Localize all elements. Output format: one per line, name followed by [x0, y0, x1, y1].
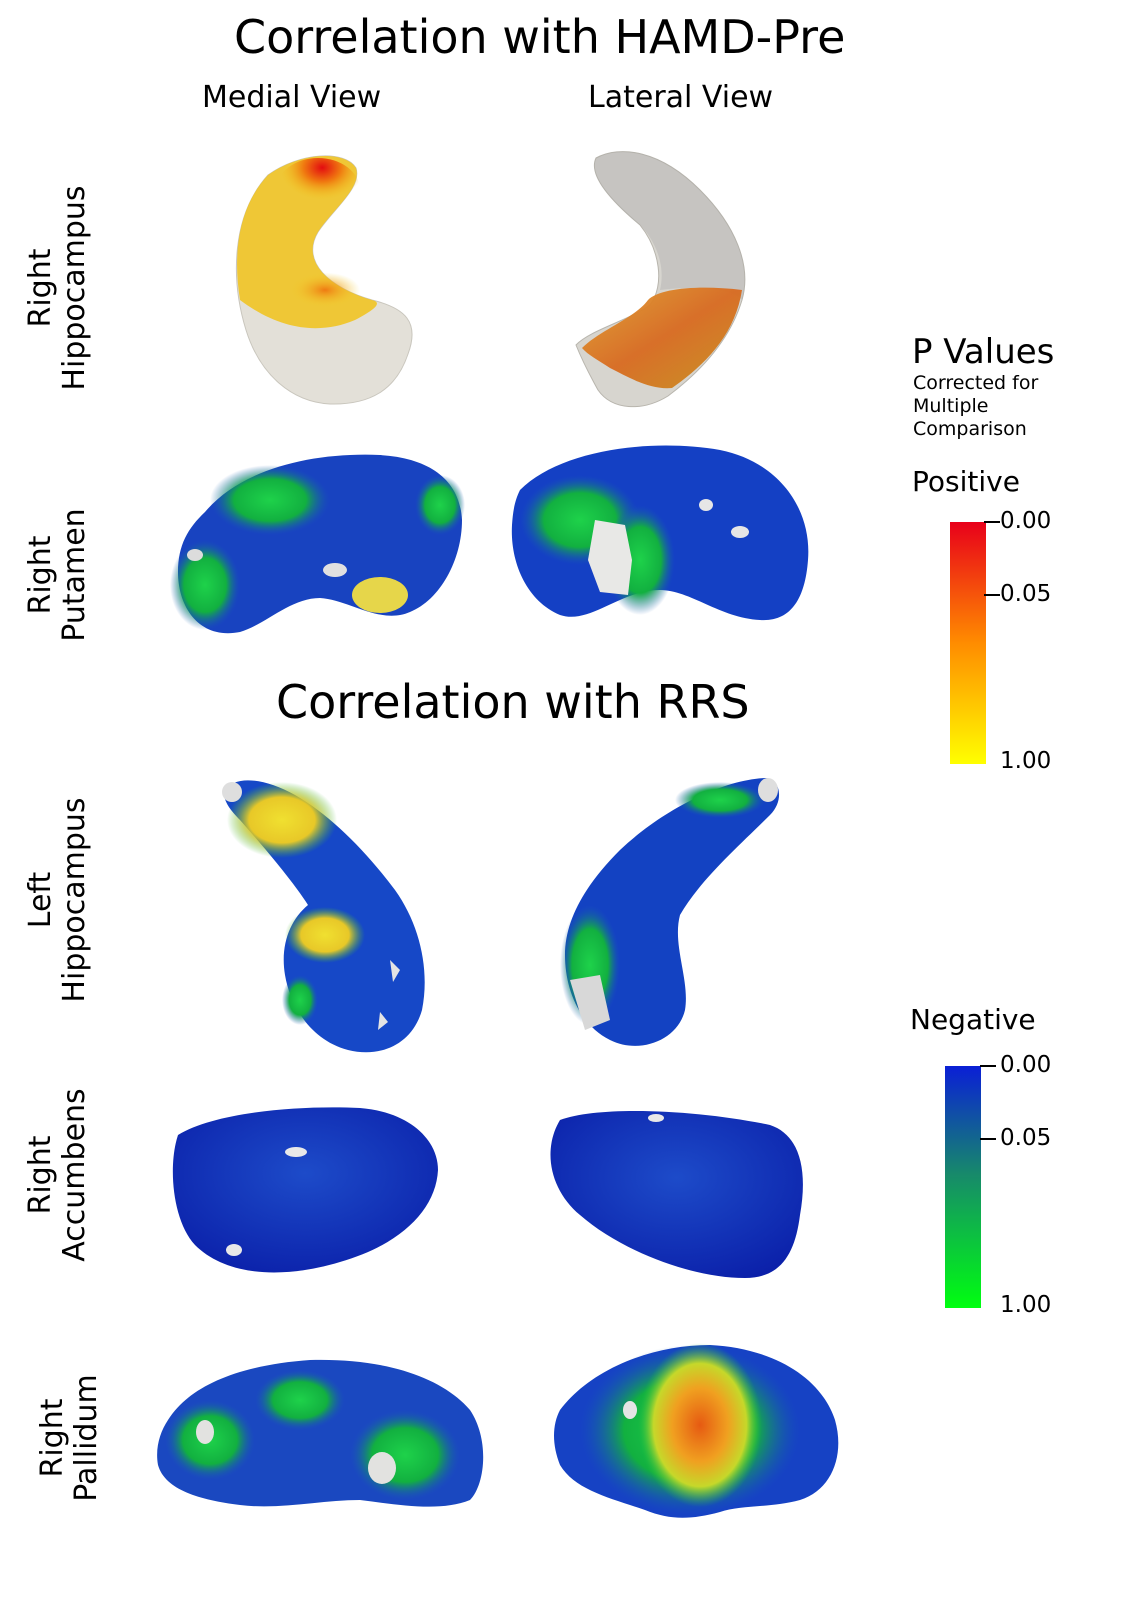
right-pallidum-lateral — [554, 1343, 839, 1518]
colorbar-positive-tick-label: 1.00 — [1000, 748, 1052, 774]
lateral-view-label: Lateral View — [588, 80, 774, 115]
legend-positive-label: Positive — [912, 465, 1020, 498]
right-putamen-lateral — [511, 445, 809, 621]
colorbar-positive — [950, 522, 986, 764]
colorbar-negative-tick-label: 0.00 — [1000, 1052, 1052, 1078]
legend-subtitle-line: Comparison — [913, 418, 1027, 440]
colorbar-positive-tick — [984, 521, 1000, 523]
legend-negative-label: Negative — [910, 1003, 1036, 1036]
right-accumbens-lateral — [550, 1110, 803, 1278]
right-hippocampus-lateral — [575, 151, 746, 408]
colorbar-positive-tick — [984, 594, 1000, 596]
colorbar-positive-tick-label: 0.05 — [1000, 581, 1052, 607]
legend-subtitle: Corrected for Multiple Comparison — [913, 372, 1038, 441]
colorbar-negative-tick — [980, 1065, 996, 1067]
left-hippocampus-lateral — [560, 778, 780, 1046]
right-putamen-medial — [170, 454, 465, 634]
legend-subtitle-line: Multiple — [913, 395, 989, 417]
colorbar-positive-tick-label: 0.00 — [1000, 508, 1052, 534]
right-pallidum-medial — [157, 1359, 484, 1507]
medial-view-label: Medial View — [202, 80, 382, 115]
right-hippocampus-medial — [235, 155, 413, 405]
title-rrs: Correlation with RRS — [276, 675, 750, 729]
right-accumbens-medial — [172, 1107, 438, 1273]
left-hippocampus-medial — [222, 780, 425, 1053]
legend-subtitle-line: Corrected for — [913, 372, 1039, 394]
title-hamd-pre: Correlation with HAMD-Pre — [234, 10, 846, 64]
colorbar-negative-tick-label: 1.00 — [1000, 1292, 1052, 1318]
colorbar-negative-tick — [980, 1138, 996, 1140]
legend-heading: P Values — [912, 332, 1055, 372]
colorbar-negative — [945, 1066, 981, 1308]
colorbar-negative-tick-label: 0.05 — [1000, 1125, 1052, 1151]
